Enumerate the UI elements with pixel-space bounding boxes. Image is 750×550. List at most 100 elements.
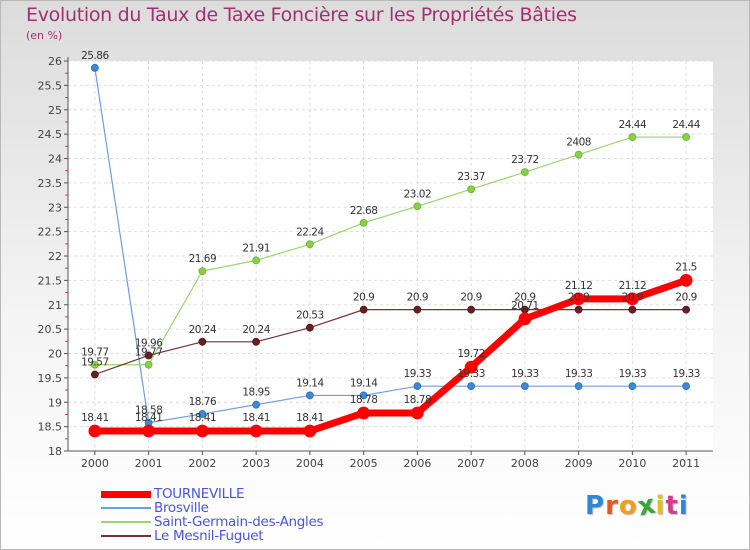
y-tick-label-8: 22	[48, 250, 62, 263]
data-label-0-1: 18.41	[135, 412, 163, 424]
x-tick-label-9: 2009	[565, 457, 593, 470]
data-label-0-5: 18.78	[350, 394, 378, 406]
data-label-2-11: 24.44	[672, 119, 700, 131]
logo-letter: i	[655, 491, 666, 521]
legend-label: Brosville	[154, 500, 209, 516]
data-label-0-4: 18.41	[296, 412, 324, 424]
chart-title: Evolution du Taux de Taxe Foncière sur l…	[26, 4, 577, 26]
point-3-3	[252, 337, 261, 346]
legend-swatch	[101, 507, 151, 509]
data-label-0-7: 19.72	[457, 348, 485, 360]
data-label-2-4: 22.24	[296, 226, 324, 238]
data-label-1-1: 18.58	[135, 405, 163, 417]
point-0-3	[249, 424, 263, 438]
data-label-2-5: 22.68	[350, 205, 378, 217]
data-label-1-4: 19.14	[296, 377, 324, 389]
data-label-2-1: 19.77	[135, 347, 163, 359]
point-1-3	[252, 400, 261, 409]
point-3-7	[467, 305, 476, 314]
data-label-1-2: 18.76	[189, 396, 217, 408]
data-label-0-10: 21.12	[619, 280, 647, 292]
y-tick-label-1: 18.5	[38, 421, 63, 434]
data-label-1-11: 19.33	[672, 368, 700, 380]
legend-label: Le Mesnil-Fuguet	[154, 528, 264, 544]
series-line-1	[94, 67, 687, 424]
point-3-11	[682, 305, 691, 314]
legend-label: TOURNEVILLE	[154, 486, 245, 502]
series-line-2	[94, 136, 687, 366]
data-label-2-8: 23.72	[511, 154, 539, 166]
x-tick-label-3: 2003	[242, 457, 270, 470]
x-tick-label-8: 2008	[511, 457, 539, 470]
point-3-10	[628, 305, 637, 314]
x-tick-label-2: 2002	[188, 457, 216, 470]
data-label-2-2: 21.69	[189, 253, 217, 265]
point-0-0	[88, 424, 102, 438]
data-label-1-5: 19.14	[350, 377, 378, 389]
y-tick-label-14: 25	[48, 104, 62, 117]
data-label-0-11: 21.5	[675, 261, 696, 273]
x-tick-label-11: 2011	[672, 457, 700, 470]
point-0-10	[625, 292, 639, 306]
point-2-0	[90, 360, 99, 369]
data-label-0-3: 18.41	[242, 412, 270, 424]
data-label-3-5: 20.9	[353, 292, 374, 304]
logo-letter: o	[618, 491, 638, 521]
point-3-0	[90, 370, 99, 379]
series-line-0	[94, 277, 688, 435]
data-label-1-0: 25.86	[81, 50, 109, 62]
data-label-3-3: 20.24	[242, 324, 270, 336]
point-3-1	[144, 351, 153, 360]
legend-swatch	[101, 535, 151, 537]
data-label-2-6: 23.02	[404, 188, 432, 200]
data-label-0-8: 20.71	[511, 300, 539, 312]
data-label-1-6: 19.33	[404, 368, 432, 380]
point-0-7	[464, 360, 478, 374]
data-label-0-0: 18.41	[81, 412, 109, 424]
point-0-8	[518, 312, 532, 326]
point-3-9	[574, 305, 583, 314]
y-tick-label-5: 20.5	[38, 323, 63, 336]
logo-letter: r	[605, 491, 619, 521]
x-tick-label-0: 2000	[81, 457, 109, 470]
point-1-10	[628, 382, 637, 391]
data-label-1-10: 19.33	[619, 368, 647, 380]
point-2-4	[305, 240, 314, 249]
data-label-2-7: 23.37	[457, 171, 485, 183]
proxiti-logo: Proxiti	[585, 489, 689, 522]
point-0-9	[572, 292, 586, 306]
logo-letter: i	[678, 491, 689, 521]
y-tick-label-13: 24.5	[38, 128, 63, 141]
point-2-8	[520, 168, 529, 177]
point-2-3	[252, 256, 261, 265]
y-tick-label-7: 21.5	[38, 274, 63, 287]
y-tick-label-4: 20	[48, 348, 62, 361]
data-label-1-8: 19.33	[511, 368, 539, 380]
point-2-2	[198, 267, 207, 276]
data-label-3-0: 19.57	[81, 356, 109, 368]
point-2-6	[413, 202, 422, 211]
point-1-9	[574, 382, 583, 391]
x-tick-label-1: 2001	[135, 457, 163, 470]
y-tick-label-11: 23.5	[38, 177, 63, 190]
logo-letter: t	[665, 491, 679, 521]
y-tick-label-16: 26	[48, 55, 62, 68]
point-0-11	[679, 273, 693, 287]
data-label-0-6: 18.78	[404, 394, 432, 406]
data-label-3-6: 20.9	[407, 292, 428, 304]
point-0-5	[357, 406, 371, 420]
logo-letter: P	[585, 491, 606, 521]
data-label-3-11: 20.9	[675, 292, 696, 304]
y-tick-label-0: 18	[48, 445, 62, 458]
point-2-1	[144, 360, 153, 369]
point-1-7	[467, 382, 476, 391]
legend-swatch	[101, 521, 151, 523]
data-label-1-3: 18.95	[242, 387, 270, 399]
y-tick-label-9: 22.5	[38, 226, 63, 239]
point-1-5	[359, 391, 368, 400]
data-label-3-7: 20.9	[460, 292, 481, 304]
legend-swatch	[101, 490, 151, 498]
x-tick-label-5: 2005	[350, 457, 378, 470]
